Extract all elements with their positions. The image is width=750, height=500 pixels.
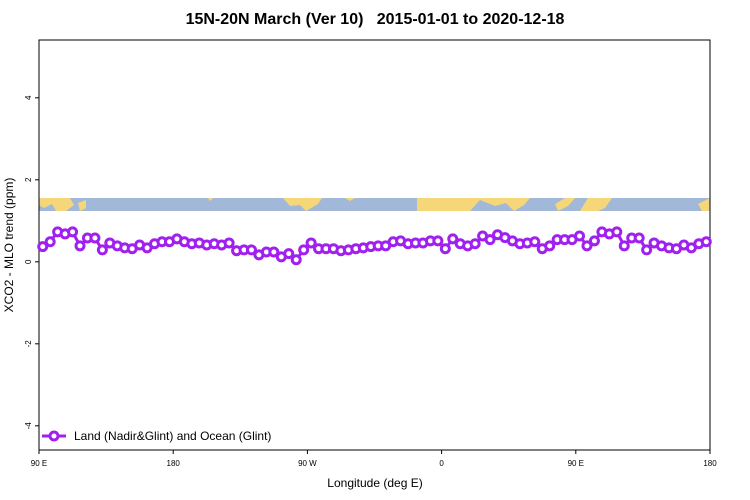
data-point <box>44 236 56 248</box>
data-point <box>581 240 593 252</box>
data-point <box>641 244 653 256</box>
x-tick-label: 90 W <box>298 459 317 468</box>
data-point <box>618 240 630 252</box>
data-point <box>574 230 586 242</box>
legend: Land (Nadir&Glint) and Ocean (Glint) <box>42 429 271 443</box>
y-tick-label: 2 <box>24 177 33 182</box>
data-point <box>223 237 235 249</box>
data-point <box>74 240 86 252</box>
x-tick-label: 90 E <box>31 459 47 468</box>
chart-title: 15N-20N March (Ver 10) 2015-01-01 to 202… <box>186 11 565 28</box>
data-point <box>89 232 101 244</box>
data-point <box>447 233 459 245</box>
data-point <box>611 226 623 238</box>
data-point <box>96 244 108 256</box>
data-point <box>529 236 541 248</box>
data-point <box>432 235 444 247</box>
data-point <box>245 244 257 256</box>
data-point <box>633 232 645 244</box>
legend-marker <box>48 430 60 442</box>
map-strip <box>39 198 710 211</box>
data-point <box>268 246 280 258</box>
y-tick-label: -4 <box>24 422 33 430</box>
y-tick-label: -2 <box>24 340 33 348</box>
x-tick-label: 180 <box>703 459 717 468</box>
data-point <box>700 236 712 248</box>
y-axis-label: XCO2 - MLO trend (ppm) <box>2 178 16 313</box>
y-tick-label: 0 <box>24 259 33 264</box>
data-point <box>588 235 600 247</box>
legend-label: Land (Nadir&Glint) and Ocean (Glint) <box>74 429 271 443</box>
data-point <box>290 254 302 266</box>
data-point <box>298 244 310 256</box>
data-point <box>283 248 295 260</box>
data-point <box>305 237 317 249</box>
data-point <box>37 241 49 253</box>
data-point <box>544 240 556 252</box>
y-tick-label: 4 <box>24 95 33 100</box>
data-point <box>484 234 496 246</box>
data-point <box>439 243 451 255</box>
x-axis-label: Longitude (deg E) <box>327 476 422 490</box>
x-tick-label: 90 E <box>568 459 584 468</box>
x-tick-label: 180 <box>167 459 181 468</box>
x-tick-label: 0 <box>439 459 444 468</box>
data-point <box>67 226 79 238</box>
data-point <box>469 238 481 250</box>
